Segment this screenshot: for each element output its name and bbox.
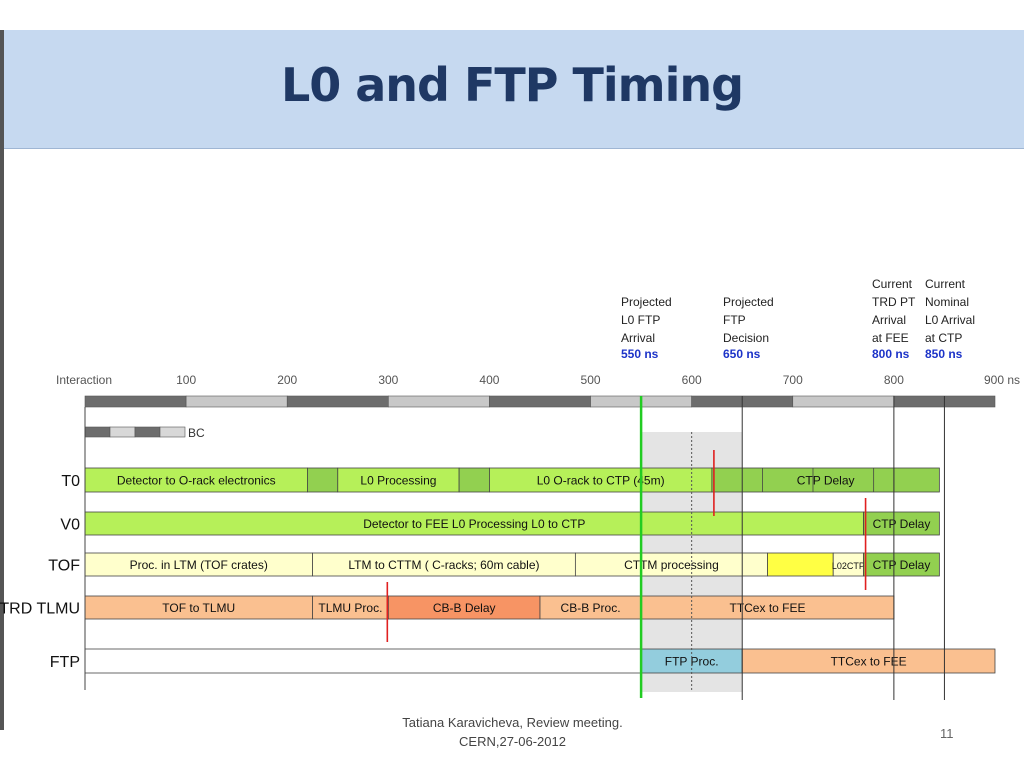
timing-segment: [307, 467, 339, 493]
slide-title: L0 and FTP Timing: [280, 58, 744, 112]
timing-segment: [741, 648, 996, 674]
axis-tick-label: 200: [277, 373, 297, 387]
segment-label: TLMU Proc.: [318, 601, 382, 615]
timing-segment: [711, 467, 940, 493]
axis-tick-label: 400: [479, 373, 499, 387]
segment-label: CTTM processing: [624, 558, 719, 572]
segment-label: L0 O-rack to CTP (45m): [537, 474, 665, 488]
segment-label: CTP Delay: [873, 517, 931, 531]
bc-block: [84, 426, 111, 438]
segment-label: Proc. in LTM (TOF crates): [130, 558, 268, 572]
bc-block: [109, 426, 136, 438]
timing-segment: [458, 467, 490, 493]
marker-caption: L0 FTP: [621, 313, 660, 327]
marker-value: 650 ns: [723, 347, 761, 361]
page-number: 11: [940, 726, 954, 741]
title-band: [4, 30, 1024, 149]
marker-value: 850 ns: [925, 347, 963, 361]
time-band-block: [84, 395, 187, 408]
axis-tick-label: 800: [884, 373, 904, 387]
bc-label: BC: [188, 426, 205, 440]
timing-segment: [863, 511, 940, 536]
time-band-block: [286, 395, 389, 408]
footer-author-line2: CERN,27-06-2012: [459, 734, 566, 749]
footer-author-line1: Tatiana Karavicheva, Review meeting.: [402, 715, 623, 730]
row-label: TOF: [48, 558, 80, 575]
marker-caption: Projected: [621, 295, 672, 309]
marker-caption: Current: [872, 277, 913, 291]
axis-tick-label: 700: [783, 373, 803, 387]
row-label: FTP: [50, 654, 80, 671]
timing-segment: [863, 552, 940, 577]
segment-label: CB-B Delay: [433, 601, 496, 615]
axis-tick-label: 900 ns: [984, 373, 1020, 387]
marker-caption: Nominal: [925, 295, 969, 309]
segment-label: CTP Delay: [797, 474, 855, 488]
axis-tick-label: 100: [176, 373, 196, 387]
time-band-block: [792, 395, 895, 408]
marker-caption: Projected: [723, 295, 774, 309]
axis-tick-label: 500: [581, 373, 601, 387]
axis-start-label: Interaction: [56, 373, 112, 387]
timing-segment: [84, 648, 642, 674]
time-band-block: [388, 395, 490, 408]
segment-label: LTM to CTTM ( C-racks; 60m cable): [348, 558, 539, 572]
segment-label: L02CTP: [832, 561, 865, 571]
marker-caption: Arrival: [872, 313, 906, 327]
timing-segment: [767, 552, 834, 577]
marker-caption: at FEE: [872, 331, 909, 345]
bc-block: [159, 426, 186, 438]
marker-caption: at CTP: [925, 331, 962, 345]
segment-label: CTP Delay: [873, 558, 931, 572]
segment-label: CB-B Proc.: [561, 601, 621, 615]
row-label: TRD TLMU: [0, 601, 80, 618]
axis-tick-label: 600: [682, 373, 702, 387]
segment-label: TOF to TLMU: [162, 601, 235, 615]
row-label: V0: [60, 517, 80, 534]
marker-value: 550 ns: [621, 347, 659, 361]
marker-caption: Arrival: [621, 331, 655, 345]
segment-label: Detector to O-rack electronics: [117, 474, 276, 488]
marker-caption: TRD PT: [872, 295, 916, 309]
marker-caption: L0 Arrival: [925, 313, 975, 327]
slide-left-rule: [0, 30, 4, 730]
footer-author: Tatiana Karavicheva, Review meeting. CER…: [340, 713, 685, 751]
segment-label: L0 Processing: [360, 474, 436, 488]
time-band-block: [489, 395, 591, 408]
marker-caption: Decision: [723, 331, 769, 345]
segment-label: TTCex to FEE: [729, 601, 805, 615]
row-label: T0: [61, 473, 80, 490]
marker-caption: FTP: [723, 313, 746, 327]
axis-tick-label: 300: [378, 373, 398, 387]
time-band-block: [185, 395, 288, 408]
segment-label: TTCex to FEE: [831, 655, 907, 669]
marker-value: 800 ns: [872, 347, 910, 361]
segment-label: Detector to FEE L0 Processing L0 to CTP: [363, 517, 585, 531]
bc-block: [134, 426, 161, 438]
timing-segment: [337, 467, 460, 493]
timing-segment: [489, 467, 713, 493]
marker-caption: Current: [925, 277, 966, 291]
